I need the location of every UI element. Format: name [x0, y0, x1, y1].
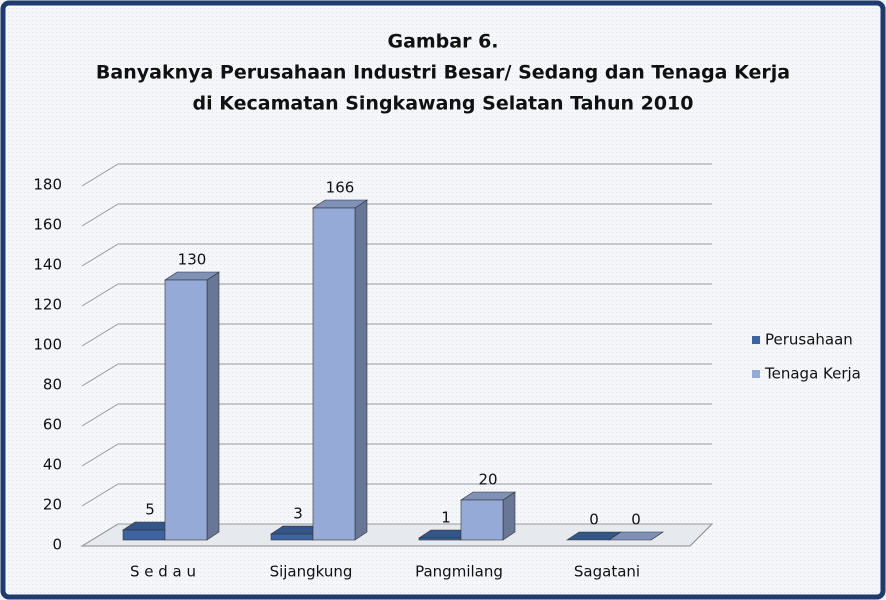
y-tick-label: 40 [43, 456, 62, 474]
data-label: 0 [631, 511, 641, 529]
bar-top [608, 531, 664, 541]
data-label: 166 [326, 179, 355, 197]
data-label: 130 [178, 251, 207, 269]
data-label: 3 [293, 505, 303, 523]
y-tick-label: 180 [33, 176, 62, 194]
data-label: 20 [478, 471, 497, 489]
legend-swatch [752, 370, 760, 378]
chart-title: di Kecamatan Singkawang Selatan Tahun 20… [192, 93, 693, 115]
grid-line [81, 443, 712, 467]
x-tick-label: S e d a u [130, 563, 196, 581]
x-tick-label: Pangmilang [415, 563, 503, 581]
bar-side [354, 199, 368, 541]
grid-line [81, 483, 712, 507]
bar [312, 207, 356, 541]
grid-line [81, 243, 712, 267]
bar-side [502, 491, 516, 541]
bar [270, 533, 314, 541]
legend-label: Perusahaan [765, 331, 853, 349]
grid-line [81, 283, 712, 307]
y-tick-label: 0 [52, 536, 62, 554]
y-tick-label: 140 [33, 256, 62, 274]
y-tick-label: 160 [33, 216, 62, 234]
legend-label: Tenaga Kerja [764, 365, 861, 383]
grid-line [81, 363, 712, 387]
data-label: 1 [441, 509, 451, 527]
chart-title: Banyaknya Perusahaan Industri Besar/ Sed… [96, 62, 790, 84]
bar-side [206, 271, 220, 541]
data-label: 0 [589, 511, 599, 529]
y-tick-label: 100 [33, 336, 62, 354]
grid-line [81, 163, 712, 187]
chart-title: Gambar 6. [387, 31, 498, 53]
legend-swatch [752, 336, 760, 344]
data-label: 5 [145, 501, 155, 519]
bar [122, 529, 166, 541]
y-tick-label: 80 [43, 376, 62, 394]
bar [164, 279, 208, 541]
grid-line [81, 323, 712, 347]
grid-line [81, 403, 712, 427]
y-tick-label: 20 [43, 496, 62, 514]
x-tick-label: Sagatani [574, 563, 640, 581]
bar [460, 499, 504, 541]
y-tick-label: 120 [33, 296, 62, 314]
grid-line [81, 203, 712, 227]
y-tick-label: 60 [43, 416, 62, 434]
bar [418, 537, 462, 541]
x-tick-label: Sijangkung [270, 563, 353, 581]
